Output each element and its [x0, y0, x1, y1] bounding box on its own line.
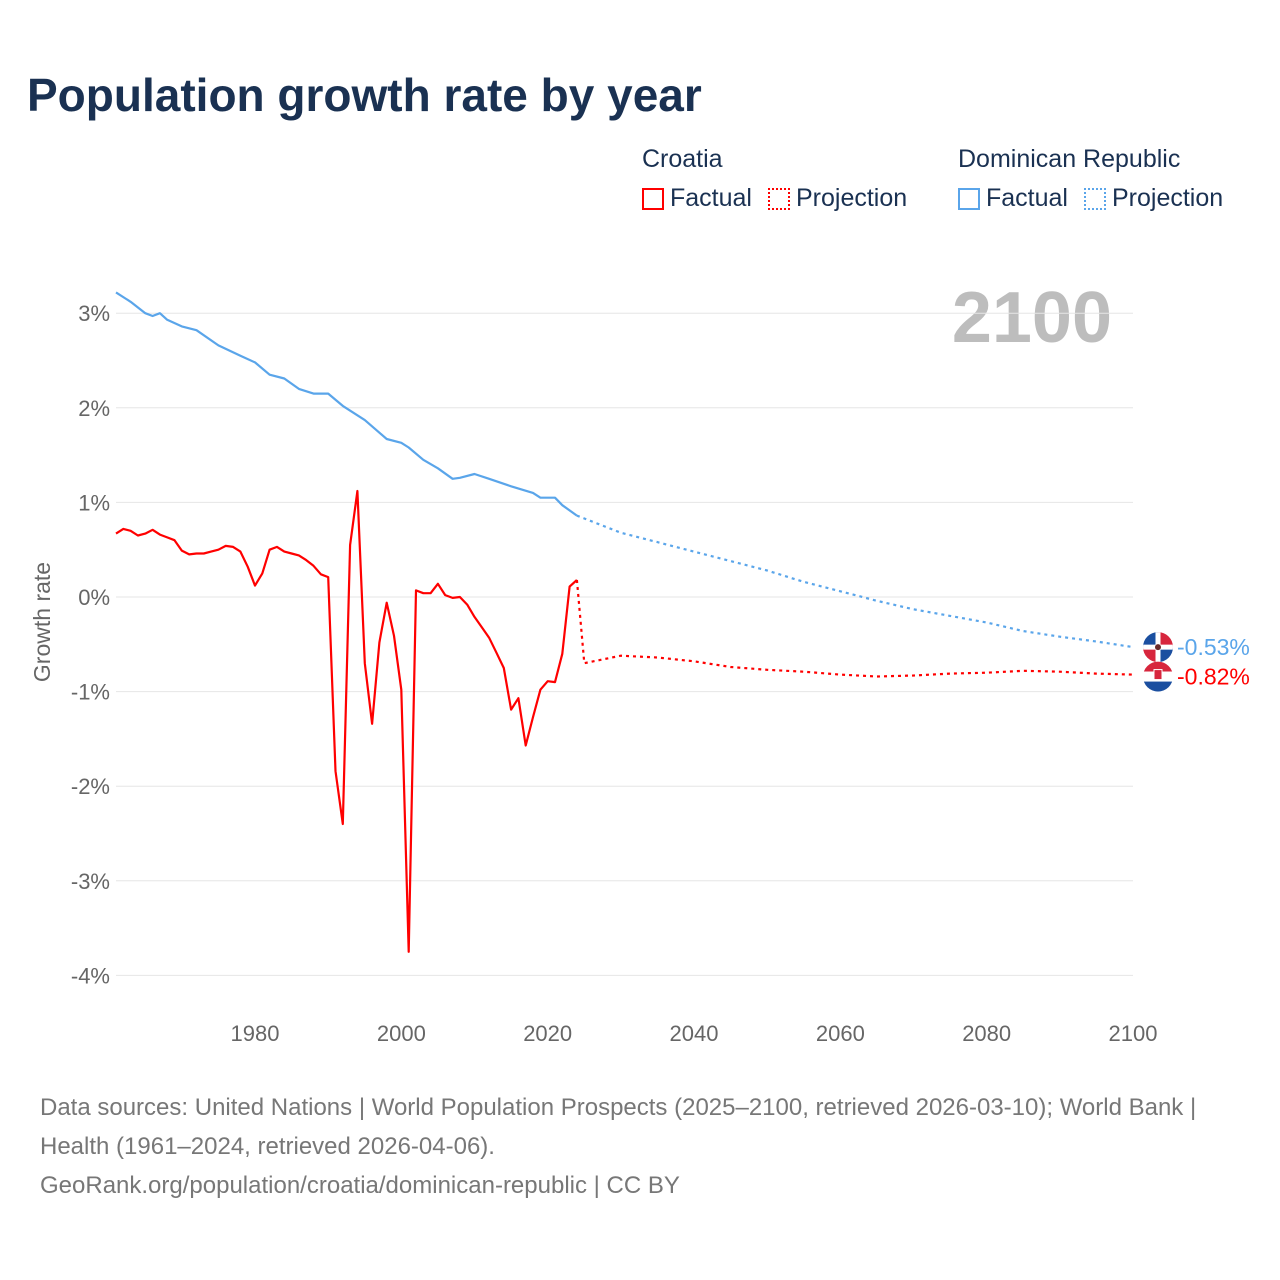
flag-emblem [1155, 644, 1161, 651]
y-axis-label: Growth rate [29, 562, 55, 682]
series-line [115, 291, 578, 517]
chart-title: Population growth rate by year [27, 69, 702, 121]
solid-swatch-icon [642, 187, 664, 210]
dotted-swatch-icon [767, 187, 790, 210]
flag-part [1143, 681, 1173, 692]
y-tick-label: 1% [78, 490, 110, 515]
dotted-swatch-icon [1083, 187, 1106, 210]
flag-emblem [1153, 669, 1163, 681]
y-tick-label: 2% [78, 396, 110, 421]
legend-label: Projection [1111, 184, 1224, 212]
x-tick-label: 2100 [1109, 1021, 1158, 1046]
legend-label: Factual [670, 184, 752, 212]
legend-croatia-factual[interactable]: Factual [642, 184, 752, 213]
footer: Data sources: United Nations | World Pop… [40, 1088, 1240, 1205]
series-line [115, 489, 578, 953]
legend-label: Projection [795, 184, 908, 212]
legend-dominican-republic: Dominican Republic Factual Projection [958, 145, 1223, 213]
dominican-republic-flag-icon [1143, 632, 1173, 663]
x-tick-label: 2080 [962, 1021, 1011, 1046]
flag-part [1143, 661, 1173, 672]
legend-dr-projection[interactable]: Projection [1083, 184, 1224, 213]
x-tick-label: 2020 [523, 1021, 572, 1046]
legend-croatia: Croatia Factual Projection [642, 145, 907, 213]
x-tick-label: 2000 [377, 1021, 426, 1046]
data-sources: Data sources: United Nations | World Pop… [40, 1094, 1197, 1160]
croatia-flag-icon [1143, 661, 1173, 692]
x-tick-label: 2060 [816, 1021, 865, 1046]
year-watermark: 2100 [952, 278, 1112, 358]
end-value-label: -0.53% [1177, 634, 1250, 660]
x-tick-label: 2040 [670, 1021, 719, 1046]
legend-label: Factual [986, 184, 1068, 212]
legend-country-label: Dominican Republic [958, 145, 1181, 173]
y-tick-label: -1% [71, 680, 110, 705]
y-tick-label: -2% [71, 774, 110, 799]
y-tick-label: -4% [71, 963, 110, 988]
x-tick-label: 1980 [231, 1021, 280, 1046]
y-tick-label: -3% [71, 869, 110, 894]
source-link[interactable]: GeoRank.org/population/croatia/dominican… [40, 1172, 680, 1199]
end-value-label: -0.82% [1177, 664, 1250, 690]
y-tick-label: 3% [78, 301, 110, 326]
series-line [576, 514, 1134, 649]
legend-country-label: Croatia [642, 145, 723, 173]
legend-dr-factual[interactable]: Factual [958, 184, 1068, 213]
y-tick-label: 0% [78, 585, 110, 610]
legend-croatia-projection[interactable]: Projection [767, 184, 908, 213]
solid-swatch-icon [958, 187, 980, 210]
